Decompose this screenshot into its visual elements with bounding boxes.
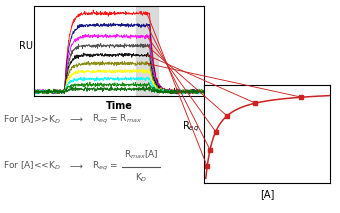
Y-axis label: R$_{eq}$: R$_{eq}$ — [182, 120, 199, 134]
Bar — [136, 6, 158, 96]
Text: For [A]>>K$_D$: For [A]>>K$_D$ — [3, 113, 62, 125]
Text: $\longrightarrow$: $\longrightarrow$ — [68, 162, 84, 171]
Text: K$_D$: K$_D$ — [135, 172, 148, 184]
Y-axis label: RU: RU — [19, 41, 33, 51]
Text: R$_{max}$[A]: R$_{max}$[A] — [124, 148, 158, 161]
Text: $\longrightarrow$: $\longrightarrow$ — [68, 115, 84, 124]
X-axis label: Time: Time — [105, 101, 133, 111]
Text: For [A]<<K$_D$: For [A]<<K$_D$ — [3, 160, 62, 172]
Text: R$_{eq}$ = R$_{max}$: R$_{eq}$ = R$_{max}$ — [92, 113, 142, 126]
X-axis label: [A]: [A] — [260, 189, 274, 199]
Text: R$_{eq}$ =: R$_{eq}$ = — [92, 160, 118, 173]
